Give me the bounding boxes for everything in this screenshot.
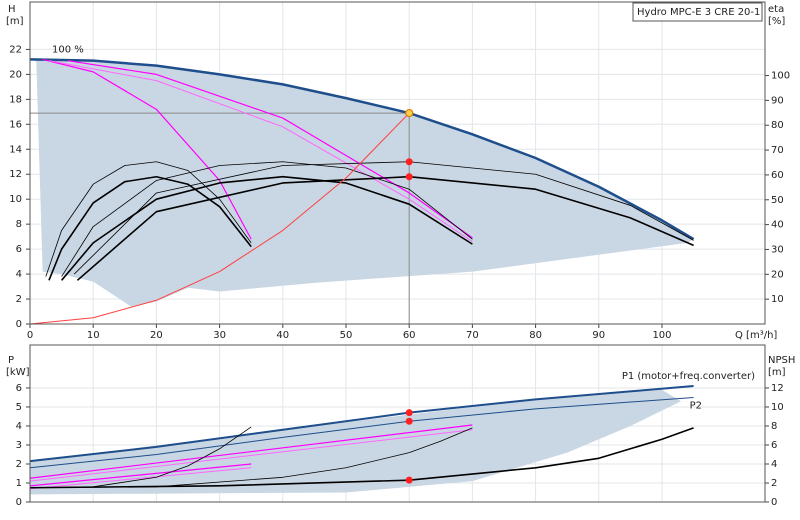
y-tick-label: 0 (16, 319, 22, 330)
x-tick-label: 40 (276, 330, 289, 341)
y2-axis-unit: [%] (768, 16, 785, 27)
curve (29, 396, 694, 469)
y-tick-label: 4 (16, 421, 22, 432)
y-tick-label: 2 (16, 459, 22, 470)
y2-tick-label: 80 (771, 120, 784, 131)
y2-tick-label: 90 (771, 95, 784, 106)
y-tick-label: 2 (16, 294, 22, 305)
x-tick-label: 100 (652, 330, 671, 341)
y-tick-label: 20 (9, 69, 22, 80)
x-tick-label: 30 (213, 330, 226, 341)
x-tick-label: 10 (87, 330, 100, 341)
y2-tick-label: 50 (771, 195, 784, 206)
y2-axis-label: eta (768, 4, 784, 15)
y-tick-label: 10 (9, 194, 22, 205)
y-tick-label: 14 (9, 144, 22, 155)
plot-frame (29, 344, 766, 503)
y-axis-unit: [m] (6, 16, 24, 27)
x-tick-label: 0 (27, 330, 33, 341)
curve (48, 175, 252, 281)
y-axis-label: H (8, 4, 16, 15)
x-tick-label: 70 (466, 330, 479, 341)
series-label: P1 (motor+freq.converter) (622, 371, 755, 382)
x-tick-label: 90 (592, 330, 605, 341)
y2-tick-label: 4 (771, 459, 777, 470)
y2-tick-label: 6 (771, 440, 777, 451)
title-box (632, 2, 763, 22)
curve (29, 467, 252, 490)
duty-point (405, 158, 413, 166)
chart-title: Hydro MPC-E 3 CRE 20-1 (637, 7, 760, 18)
y-tick-label: 6 (16, 383, 22, 394)
curve (29, 58, 695, 241)
y-tick-label: 5 (16, 402, 22, 413)
y2-axis-label: NPSH (768, 355, 795, 366)
duty-point (405, 108, 414, 118)
y-tick-label: 18 (9, 94, 22, 105)
curve (29, 112, 410, 325)
plot-frame (29, 1, 766, 325)
duty-point (405, 476, 413, 484)
x-axis-label: Q [m³/h] (735, 330, 777, 341)
y2-tick-label: 10 (771, 402, 784, 413)
duty-point (405, 173, 413, 181)
operating-area (33, 59, 694, 307)
y-tick-label: 16 (9, 119, 22, 130)
x-tick-label: 60 (403, 330, 416, 341)
y2-axis-unit: [m] (768, 367, 786, 378)
y2-tick-label: 40 (771, 220, 784, 231)
curve (42, 58, 252, 240)
y2-tick-label: 60 (771, 170, 784, 181)
y2-tick-label: 8 (771, 421, 777, 432)
y2-tick-label: 10 (771, 294, 784, 305)
curve (61, 161, 473, 277)
y2-tick-label: 20 (771, 269, 784, 280)
series-label: P2 (690, 400, 702, 411)
duty-point (405, 409, 413, 417)
curve (45, 161, 252, 277)
y2-tick-label: 100 (771, 71, 790, 82)
y-tick-label: 6 (16, 244, 22, 255)
curve (29, 385, 694, 463)
y-tick-label: 0 (16, 497, 22, 508)
y-tick-label: 22 (9, 44, 22, 55)
y-tick-label: 8 (16, 219, 22, 230)
curve (29, 463, 252, 487)
curve (29, 424, 473, 479)
y-tick-label: 12 (9, 169, 22, 180)
x-tick-label: 50 (340, 330, 353, 341)
curve (29, 429, 473, 482)
y-tick-label: 1 (16, 478, 22, 489)
y2-tick-label: 30 (771, 244, 784, 255)
y-axis-unit: [kW] (6, 367, 30, 378)
y-axis-label: P (8, 355, 14, 366)
curve (48, 60, 473, 243)
y-tick-label: 4 (16, 269, 22, 280)
y2-tick-label: 0 (771, 497, 777, 508)
operating-area (30, 389, 681, 495)
annotation: 100 % (52, 44, 84, 55)
curve (67, 60, 473, 239)
y2-tick-label: 70 (771, 145, 784, 156)
curve (29, 427, 694, 489)
curve (60, 175, 473, 281)
duty-point (405, 417, 413, 425)
x-tick-label: 80 (529, 330, 542, 341)
y2-tick-label: 2 (771, 478, 777, 489)
y-tick-label: 3 (16, 440, 22, 451)
x-tick-label: 20 (150, 330, 163, 341)
y2-tick-label: 12 (771, 383, 784, 394)
